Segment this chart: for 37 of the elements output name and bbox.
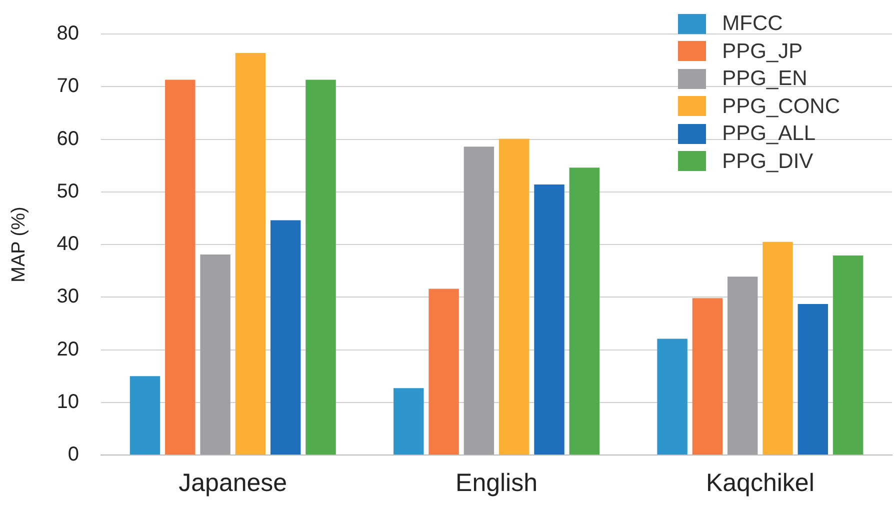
bar — [235, 52, 266, 454]
y-tick-label: 30 — [56, 286, 80, 308]
bar — [306, 80, 336, 454]
legend-label: PPG_DIV — [722, 148, 814, 174]
bar — [569, 168, 600, 454]
y-tick-label: 50 — [56, 180, 80, 202]
y-tick-label: 80 — [56, 22, 80, 45]
y-tick-label: 10 — [56, 390, 80, 413]
bar — [498, 138, 530, 454]
legend-label: PPG_EN — [722, 66, 808, 92]
y-tick-label: 40 — [56, 233, 80, 256]
bar — [832, 256, 864, 454]
x-tick-label: Kaqchikel — [706, 468, 814, 497]
legend-label: MFCC — [722, 11, 783, 37]
bar — [657, 338, 688, 454]
y-tick-label: 20 — [56, 338, 80, 360]
bar — [165, 80, 196, 454]
y-tick-label: 0 — [68, 444, 80, 466]
legend-label: PPG_CONC — [722, 94, 840, 120]
bar — [692, 298, 723, 454]
bar — [428, 288, 459, 454]
bar — [270, 220, 301, 454]
bar — [798, 304, 828, 454]
x-tick-label: English — [456, 468, 538, 497]
bar — [727, 276, 758, 454]
y-tick-label: 70 — [56, 75, 80, 98]
y-axis-title: MAP (%) — [8, 206, 30, 282]
legend-label: PPG_JP — [722, 38, 803, 64]
bar — [534, 184, 564, 454]
y-tick-label: 60 — [56, 128, 80, 150]
legend-label: PPG_ALL — [722, 121, 816, 147]
bar — [200, 254, 230, 454]
bar — [464, 146, 494, 454]
x-tick-label: Japanese — [178, 468, 288, 497]
bar — [130, 376, 160, 454]
bar — [762, 242, 793, 454]
bar — [394, 388, 424, 454]
